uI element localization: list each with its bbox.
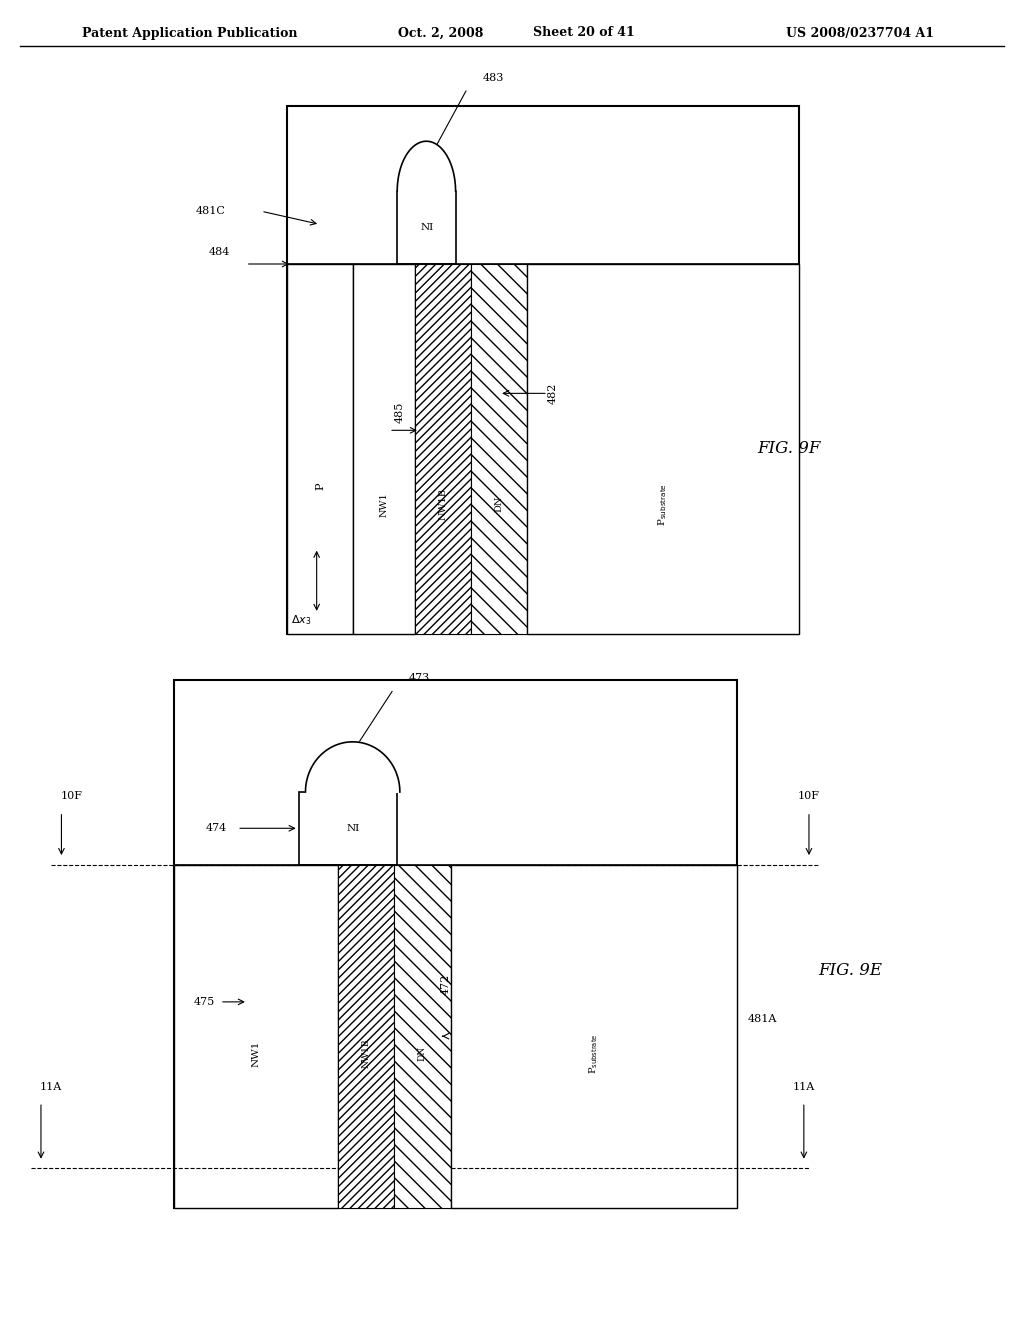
Text: Patent Application Publication: Patent Application Publication (82, 26, 297, 40)
Text: $\Delta x_3$: $\Delta x_3$ (291, 614, 311, 627)
Text: NW1B: NW1B (361, 1039, 371, 1068)
Bar (397, 191, 456, 264)
Text: 482: 482 (548, 383, 558, 404)
Text: 473: 473 (409, 673, 430, 684)
Text: DN: DN (418, 1045, 427, 1061)
Bar (353, 264, 415, 634)
Text: NW1: NW1 (380, 492, 388, 516)
Text: FIG. 9F: FIG. 9F (757, 441, 820, 457)
Polygon shape (305, 742, 399, 792)
Text: NW1: NW1 (252, 1040, 260, 1067)
Text: 10F: 10F (60, 791, 83, 801)
Bar (287, 106, 799, 634)
Text: 11A: 11A (40, 1081, 62, 1092)
Text: P: P (315, 482, 325, 490)
Text: NI: NI (421, 223, 434, 232)
Text: US 2008/0237704 A1: US 2008/0237704 A1 (786, 26, 934, 40)
Text: NW1B: NW1B (438, 488, 447, 520)
Text: 474: 474 (206, 824, 227, 833)
Bar (174, 680, 737, 1208)
Text: 11A: 11A (793, 1081, 815, 1092)
Bar (415, 264, 471, 634)
Text: Oct. 2, 2008: Oct. 2, 2008 (397, 26, 483, 40)
Text: 475: 475 (194, 997, 215, 1007)
Text: 481C: 481C (196, 206, 225, 216)
Text: P$_\mathrm{substrate}$: P$_\mathrm{substrate}$ (588, 1034, 600, 1073)
Bar (174, 865, 338, 1208)
Text: 472: 472 (440, 974, 451, 995)
Text: NI: NI (346, 824, 359, 833)
Text: 481A: 481A (748, 1014, 777, 1024)
Bar (287, 264, 353, 634)
Text: 10F: 10F (798, 791, 820, 801)
Bar (527, 264, 799, 634)
Text: FIG. 9E: FIG. 9E (818, 962, 882, 978)
Bar (471, 264, 527, 634)
Bar (451, 865, 737, 1208)
Text: DN: DN (495, 496, 504, 512)
Polygon shape (397, 141, 456, 191)
Text: 484: 484 (209, 247, 230, 257)
Text: 485: 485 (394, 401, 404, 422)
Text: Sheet 20 of 41: Sheet 20 of 41 (532, 26, 635, 40)
Bar (299, 792, 397, 865)
Text: P$_\mathrm{substrate}$: P$_\mathrm{substrate}$ (656, 483, 670, 525)
Text: 483: 483 (482, 73, 504, 83)
Bar (394, 865, 451, 1208)
Bar (338, 865, 394, 1208)
